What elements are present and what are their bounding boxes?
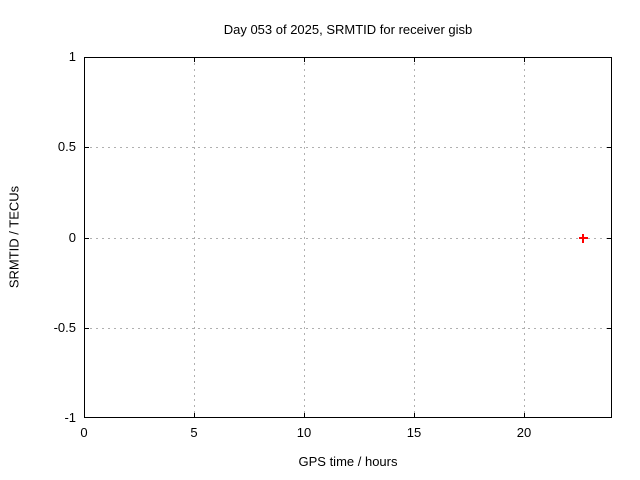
y-tick-label-1: 1 bbox=[68, 49, 76, 64]
y-tick-right--0.5 bbox=[607, 328, 612, 329]
x-tick-top-5 bbox=[194, 57, 195, 62]
y-tick-label--1: -1 bbox=[64, 410, 76, 425]
y-tick-left--0.5 bbox=[84, 328, 89, 329]
y-tick-right-0.5 bbox=[607, 147, 612, 148]
gridline-x-10 bbox=[304, 57, 305, 418]
gridline-x-15 bbox=[414, 57, 415, 418]
x-tick-label-5: 5 bbox=[190, 425, 198, 440]
gridline-y-0 bbox=[84, 238, 612, 239]
x-tick-bottom-10 bbox=[304, 413, 305, 418]
x-tick-top-15 bbox=[414, 57, 415, 62]
gridline-y--0.5 bbox=[84, 328, 612, 329]
x-tick-bottom-5 bbox=[194, 413, 195, 418]
x-axis-label: GPS time / hours bbox=[298, 454, 398, 469]
gridline-x-5 bbox=[194, 57, 195, 418]
x-tick-label-20: 20 bbox=[516, 425, 532, 440]
chart-title: Day 053 of 2025, SRMTID for receiver gis… bbox=[223, 22, 473, 37]
x-tick-bottom-15 bbox=[414, 413, 415, 418]
y-tick-left-0 bbox=[84, 238, 89, 239]
gridline-x-20 bbox=[524, 57, 525, 418]
y-tick-label-0: 0 bbox=[68, 230, 76, 245]
x-tick-label-15: 15 bbox=[406, 425, 422, 440]
x-tick-label-0: 0 bbox=[80, 425, 88, 440]
x-tick-bottom-20 bbox=[524, 413, 525, 418]
x-tick-top-20 bbox=[524, 57, 525, 62]
y-tick-label-0.5: 0.5 bbox=[57, 139, 76, 154]
data-point-marker bbox=[582, 234, 584, 243]
gridline-y-0.5 bbox=[84, 147, 612, 148]
y-tick-right-0 bbox=[607, 238, 612, 239]
x-tick-top-10 bbox=[304, 57, 305, 62]
y-tick-label--0.5: -0.5 bbox=[53, 320, 76, 335]
y-axis-label: SRMTID / TECUs bbox=[6, 185, 22, 289]
x-tick-label-10: 10 bbox=[296, 425, 312, 440]
y-tick-left-0.5 bbox=[84, 147, 89, 148]
